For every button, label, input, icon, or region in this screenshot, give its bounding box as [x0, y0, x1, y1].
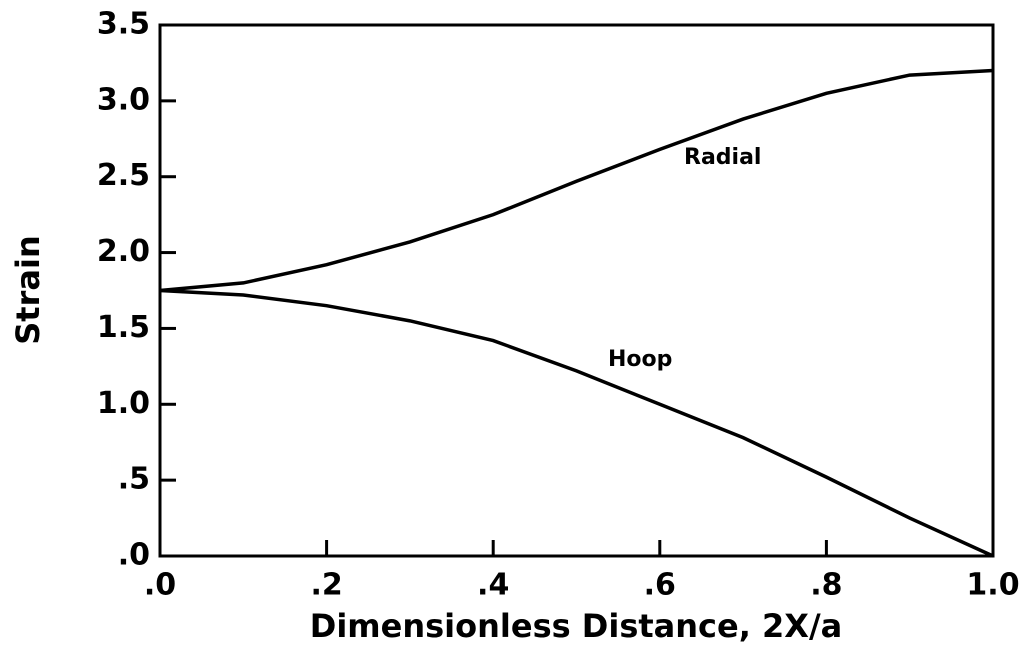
y-tick-label: 1.5 — [97, 310, 150, 345]
line — [159, 68, 994, 293]
x-tick-label: .2 — [310, 568, 342, 603]
y-tick-label: .5 — [118, 462, 150, 497]
x-tick-label: .4 — [477, 568, 509, 603]
y-tick-label: 1.0 — [97, 386, 150, 421]
y-tick-label: 2.5 — [97, 158, 150, 193]
x-tick-label: .0 — [144, 568, 176, 603]
y-tick-label: 3.5 — [97, 7, 150, 42]
y-tick-label: 2.0 — [97, 234, 150, 269]
line — [159, 288, 994, 558]
y-tick-label: 3.0 — [97, 82, 150, 117]
y-tick-label: .0 — [118, 538, 150, 573]
series-label: Hoop — [608, 347, 672, 372]
y-axis-label: Strain — [9, 235, 47, 344]
x-tick-label: 1.0 — [966, 568, 1019, 603]
plot-frame — [158, 23, 995, 558]
series-label: Radial — [684, 145, 761, 170]
x-tick-label: .6 — [644, 568, 676, 603]
x-axis-label: Dimensionless Distance, 2X/a — [310, 607, 842, 645]
x-tick-label: .8 — [810, 568, 842, 603]
